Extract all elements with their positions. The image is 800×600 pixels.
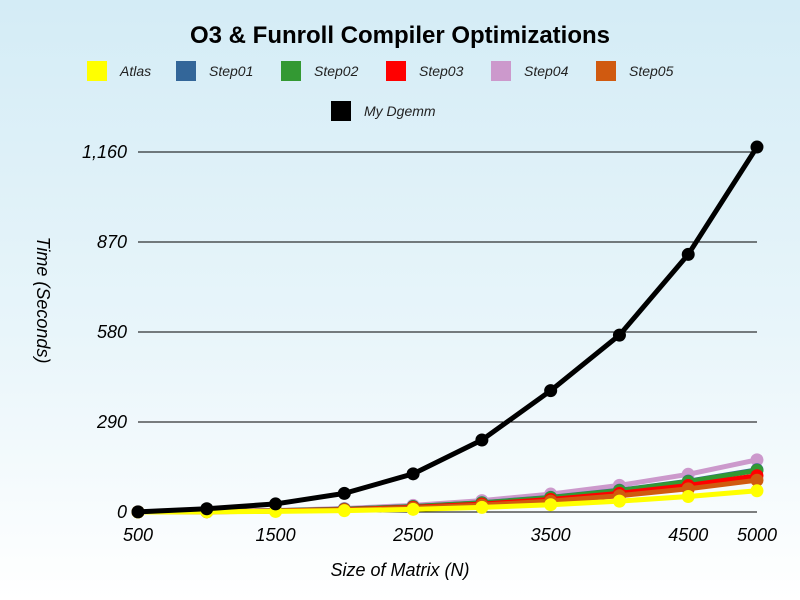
data-point <box>131 505 145 519</box>
legend-label: Step05 <box>629 63 674 79</box>
legend-item-atlas: Atlas <box>87 61 151 81</box>
legend-label: Step04 <box>524 63 569 79</box>
x-tick-label: 1500 <box>256 525 296 545</box>
data-point <box>681 489 695 503</box>
legend-swatch <box>176 61 196 81</box>
legend-swatch <box>331 101 351 121</box>
data-point <box>681 247 695 261</box>
y-tick-label: 290 <box>96 412 127 432</box>
legend-item-step05: Step05 <box>596 61 674 81</box>
y-axis-title: Time (Seconds) <box>33 237 53 364</box>
legend: Atlas Step01 Step02 Step03 Step04 Step05 My Dg… <box>87 61 674 121</box>
legend-swatch <box>491 61 511 81</box>
data-point <box>544 384 558 398</box>
x-tick-label: 4500 <box>668 525 708 545</box>
data-point <box>337 486 351 500</box>
legend-label: Atlas <box>119 63 151 79</box>
legend-label: My Dgemm <box>364 103 436 119</box>
legend-label: Step03 <box>419 63 464 79</box>
data-point <box>612 494 626 508</box>
legend-item-step01: Step01 <box>176 61 253 81</box>
y-tick-label: 0 <box>117 502 127 522</box>
legend-item-my-dgemm: My Dgemm <box>331 101 436 121</box>
x-axis-ticks: 500 1500 2500 3500 4500 5000 <box>123 525 777 545</box>
data-point <box>750 484 764 498</box>
series-my-dgemm <box>131 140 764 519</box>
data-point <box>544 498 558 512</box>
series-line-atlas <box>135 488 760 515</box>
data-point <box>269 497 283 511</box>
x-tick-label: 3500 <box>531 525 571 545</box>
legend-item-step02: Step02 <box>281 61 359 81</box>
data-point <box>337 504 351 518</box>
legend-swatch <box>596 61 616 81</box>
x-axis-title: Size of Matrix (N) <box>330 560 469 580</box>
x-tick-label: 500 <box>123 525 153 545</box>
x-tick-label: 2500 <box>392 525 433 545</box>
y-axis-ticks: 0 290 580 870 1,160 <box>82 142 127 522</box>
legend-swatch <box>87 61 107 81</box>
data-point <box>475 433 489 447</box>
series-line-my-dgemm <box>135 144 760 515</box>
data-point <box>750 473 764 487</box>
series-group <box>131 140 764 519</box>
y-tick-label: 1,160 <box>82 142 127 162</box>
data-point <box>200 502 214 516</box>
gridlines <box>138 151 757 513</box>
legend-item-step03: Step03 <box>386 61 464 81</box>
data-point <box>750 453 764 467</box>
chart-title: O3 & Funroll Compiler Optimizations <box>190 22 610 49</box>
data-point <box>475 500 489 514</box>
legend-item-step04: Step04 <box>491 61 569 81</box>
legend-label: Step01 <box>209 63 253 79</box>
data-point <box>612 328 626 342</box>
x-tick-label: 5000 <box>737 525 777 545</box>
legend-swatch <box>281 61 301 81</box>
legend-swatch <box>386 61 406 81</box>
data-point <box>406 467 420 481</box>
data-point <box>750 140 764 154</box>
data-point <box>406 502 420 516</box>
legend-label: Step02 <box>314 63 359 79</box>
y-tick-label: 870 <box>97 232 127 252</box>
y-tick-label: 580 <box>97 322 127 342</box>
